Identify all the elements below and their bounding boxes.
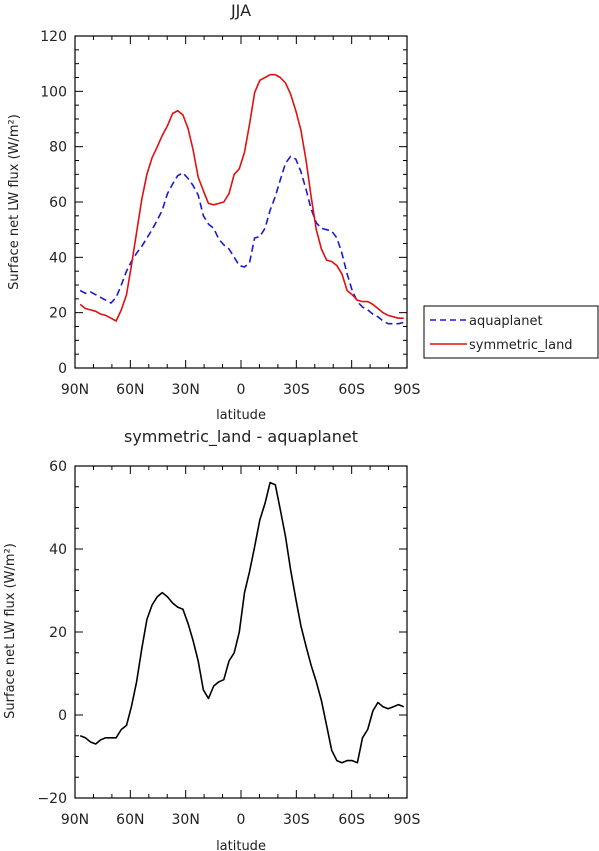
- top-x-tick-label: 30S: [283, 382, 310, 398]
- top-series-line-aquaplanet: [79, 155, 404, 325]
- top-x-tick-label: 60S: [338, 382, 365, 398]
- top-y-axis-label: Surface net LW flux (W/m²): [7, 114, 22, 290]
- top-x-tick-label: 30N: [172, 382, 200, 398]
- top-x-tick-label: 60N: [116, 382, 144, 398]
- bottom-x-tick-label: 30N: [172, 812, 200, 828]
- top-y-tick-label: 80: [49, 140, 67, 156]
- bottom-y-tick-label: −20: [37, 791, 67, 807]
- top-x-tick-label: 90N: [61, 382, 89, 398]
- bottom-y-tick-label: 40: [49, 542, 67, 558]
- top-y-tick-label: 60: [49, 195, 67, 211]
- bottom-panel: symmetric_land - aquaplanet Surface net …: [3, 427, 420, 851]
- top-chart-title: JJA: [230, 1, 251, 20]
- top-y-tick-label: 120: [40, 29, 67, 45]
- bottom-x-tick-label: 90N: [61, 812, 89, 828]
- bottom-chart-title: symmetric_land - aquaplanet: [124, 427, 358, 447]
- bottom-plot-frame: [74, 465, 408, 799]
- bottom-plot-area: 90N 60N 30N 0 30S 60S 90S −20 0 20 40 60: [37, 459, 420, 828]
- top-y-tick-label: 100: [40, 84, 67, 100]
- bottom-x-tick-label: 30S: [283, 812, 310, 828]
- top-plot-area: 90N 60N 30N 0 30S 60S 90S 0 20 40 60 80 100 120: [40, 29, 420, 398]
- bottom-y-tick-label: 0: [58, 708, 67, 724]
- top-series-line-symmetric-land: [79, 73, 404, 322]
- bottom-x-tick-label: 60S: [338, 812, 365, 828]
- top-x-tick-label: 0: [237, 382, 246, 398]
- legend-box: [423, 305, 599, 359]
- bottom-x-tick-label: 60N: [116, 812, 144, 828]
- top-panel: JJA Surface net LW flux (W/m²) latitude …: [7, 1, 420, 423]
- bottom-series-line-difference: [79, 481, 404, 764]
- bottom-x-tick-label: 90S: [394, 812, 421, 828]
- top-y-tick-label: 0: [58, 361, 67, 377]
- bottom-y-tick-label: 20: [49, 625, 67, 641]
- legend: aquaplanet symmetric_land: [423, 305, 599, 359]
- bottom-y-tick-label: 60: [49, 459, 67, 475]
- bottom-x-axis-label: latitude: [216, 839, 266, 851]
- top-y-tick-label: 40: [49, 250, 67, 266]
- bottom-y-axis-label: Surface net LW flux (W/m²): [3, 543, 18, 719]
- top-x-axis-label: latitude: [216, 408, 266, 423]
- bottom-x-tick-label: 0: [237, 812, 246, 828]
- top-x-tick-label: 90S: [394, 382, 421, 398]
- legend-aquaplanet-label: aquaplanet: [469, 314, 543, 329]
- legend-symmetric-land-label: symmetric_land: [469, 338, 573, 353]
- top-plot-frame: [74, 35, 408, 369]
- top-y-tick-label: 20: [49, 306, 67, 322]
